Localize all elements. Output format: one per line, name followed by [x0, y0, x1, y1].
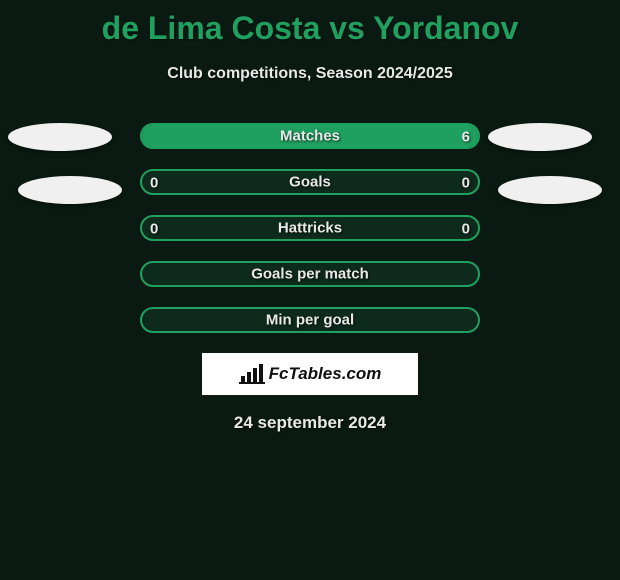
stat-rows-container: Matches 6 Goals 0 0 Hattricks 0 0 Goals per matc… [0, 123, 620, 335]
stat-bar: Min per goal [140, 307, 480, 333]
stat-row-hattricks: Hattricks 0 0 [0, 215, 620, 243]
stat-value-left: 0 [150, 221, 158, 238]
stat-bar: Goals [140, 169, 480, 195]
stat-bar: Goals per match [140, 261, 480, 287]
source-badge: FcTables.com [202, 353, 418, 395]
stat-row-goals-per-match: Goals per match [0, 261, 620, 289]
stat-value-right: 0 [462, 221, 470, 238]
page-subtitle: Club competitions, Season 2024/2025 [0, 65, 620, 83]
stat-row-goals: Goals 0 0 [0, 169, 620, 197]
stat-label: Min per goal [266, 312, 354, 329]
bar-chart-icon [239, 364, 265, 384]
stat-value-left: 0 [150, 175, 158, 192]
stat-value-right: 0 [462, 175, 470, 192]
stat-bar: Hattricks [140, 215, 480, 241]
stat-value-right: 6 [462, 129, 470, 146]
source-badge-text: FcTables.com [269, 364, 382, 384]
stat-row-min-per-goal: Min per goal [0, 307, 620, 335]
stat-label: Matches [280, 128, 340, 145]
stat-bar: Matches [140, 123, 480, 149]
stat-label: Goals per match [251, 266, 369, 283]
stat-row-matches: Matches 6 [0, 123, 620, 151]
date-text: 24 september 2024 [0, 413, 620, 433]
stat-label: Goals [289, 174, 331, 191]
page-title: de Lima Costa vs Yordanov [0, 0, 620, 47]
stat-label: Hattricks [278, 220, 342, 237]
